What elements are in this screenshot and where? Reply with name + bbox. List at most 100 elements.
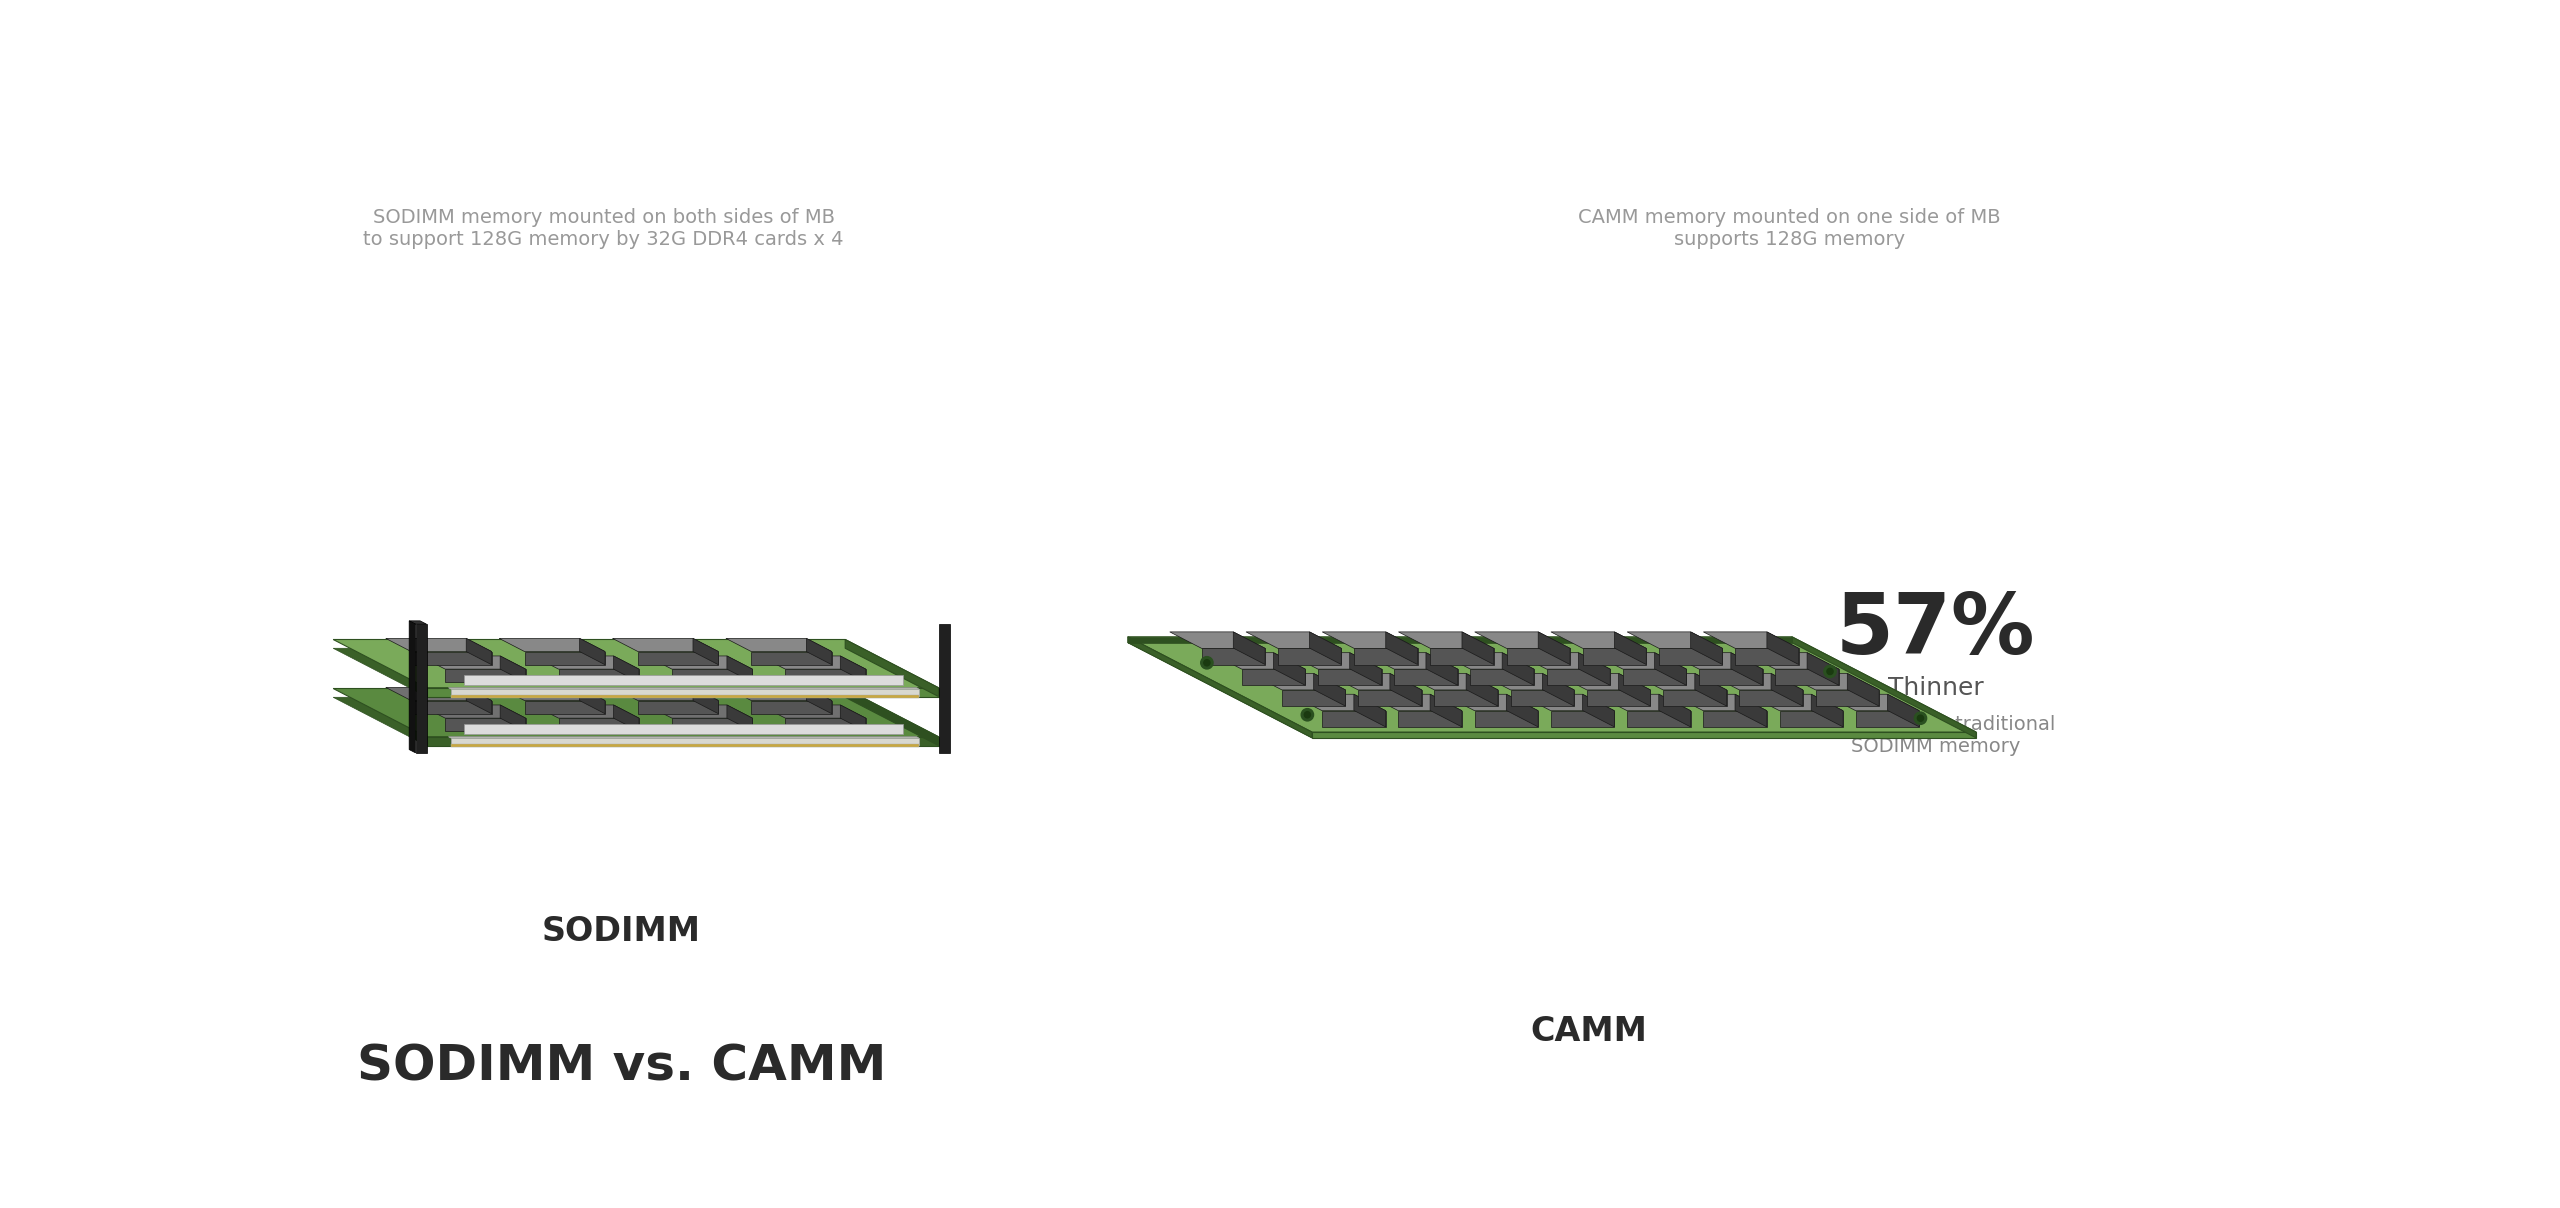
- Polygon shape: [1592, 652, 1687, 669]
- Polygon shape: [333, 649, 940, 697]
- Polygon shape: [1398, 710, 1462, 727]
- Polygon shape: [612, 687, 719, 701]
- Polygon shape: [410, 621, 415, 753]
- Polygon shape: [410, 621, 428, 625]
- Polygon shape: [1395, 669, 1457, 685]
- Polygon shape: [1290, 695, 1385, 710]
- Polygon shape: [387, 687, 492, 701]
- Polygon shape: [499, 705, 525, 731]
- Polygon shape: [1321, 710, 1385, 727]
- Polygon shape: [840, 656, 865, 683]
- Polygon shape: [1702, 710, 1766, 727]
- Polygon shape: [648, 656, 753, 669]
- Polygon shape: [1615, 632, 1646, 664]
- Polygon shape: [760, 656, 865, 669]
- Polygon shape: [1690, 632, 1723, 664]
- Polygon shape: [1779, 710, 1843, 727]
- Polygon shape: [1318, 669, 1382, 685]
- Polygon shape: [1582, 695, 1615, 727]
- Polygon shape: [940, 625, 950, 753]
- Polygon shape: [532, 656, 640, 669]
- Polygon shape: [415, 625, 428, 753]
- Polygon shape: [412, 651, 492, 664]
- Polygon shape: [463, 724, 904, 733]
- Polygon shape: [333, 697, 940, 745]
- Polygon shape: [1823, 695, 1920, 710]
- Polygon shape: [1367, 695, 1462, 710]
- Polygon shape: [1475, 710, 1539, 727]
- Polygon shape: [428, 737, 940, 745]
- Polygon shape: [499, 687, 604, 701]
- Polygon shape: [1777, 669, 1838, 685]
- Polygon shape: [1628, 632, 1723, 649]
- Polygon shape: [1582, 649, 1646, 664]
- Circle shape: [1917, 715, 1923, 721]
- Polygon shape: [1503, 652, 1533, 685]
- Polygon shape: [1738, 690, 1802, 707]
- Polygon shape: [1313, 674, 1347, 707]
- Polygon shape: [1129, 637, 1976, 732]
- Polygon shape: [1672, 695, 1766, 710]
- Polygon shape: [387, 638, 492, 651]
- Polygon shape: [1285, 652, 1382, 669]
- Text: Comparing to traditional
SODIMM memory: Comparing to traditional SODIMM memory: [1815, 715, 2056, 756]
- Polygon shape: [1654, 652, 1687, 685]
- Polygon shape: [1539, 632, 1569, 664]
- Polygon shape: [1748, 695, 1843, 710]
- Polygon shape: [637, 651, 719, 664]
- Polygon shape: [1247, 632, 1341, 649]
- Circle shape: [1201, 657, 1213, 669]
- Polygon shape: [1664, 690, 1725, 707]
- Polygon shape: [1321, 632, 1418, 649]
- Circle shape: [1300, 709, 1313, 721]
- Polygon shape: [558, 669, 640, 683]
- Polygon shape: [333, 639, 940, 687]
- Polygon shape: [614, 656, 640, 683]
- Polygon shape: [451, 738, 919, 745]
- Polygon shape: [579, 687, 604, 714]
- Circle shape: [1915, 712, 1928, 725]
- Polygon shape: [525, 651, 604, 664]
- Polygon shape: [420, 705, 525, 718]
- Polygon shape: [499, 656, 525, 683]
- Polygon shape: [806, 687, 832, 714]
- Polygon shape: [532, 705, 640, 718]
- Polygon shape: [1708, 674, 1802, 690]
- Polygon shape: [694, 687, 719, 714]
- Polygon shape: [671, 669, 753, 683]
- Polygon shape: [727, 687, 832, 701]
- Polygon shape: [1807, 652, 1838, 685]
- Polygon shape: [1467, 674, 1498, 707]
- Polygon shape: [1434, 690, 1498, 707]
- Polygon shape: [1242, 669, 1306, 685]
- Polygon shape: [1580, 652, 1610, 685]
- Polygon shape: [1510, 690, 1574, 707]
- Polygon shape: [1659, 695, 1690, 727]
- Polygon shape: [1505, 649, 1569, 664]
- Polygon shape: [1249, 674, 1347, 690]
- Polygon shape: [1551, 632, 1646, 649]
- Polygon shape: [1431, 695, 1462, 727]
- Polygon shape: [1623, 669, 1687, 685]
- Polygon shape: [1554, 674, 1651, 690]
- Polygon shape: [1201, 649, 1265, 664]
- Polygon shape: [1475, 632, 1569, 649]
- Polygon shape: [1546, 669, 1610, 685]
- Polygon shape: [1792, 637, 1976, 738]
- Polygon shape: [466, 687, 492, 714]
- Polygon shape: [1480, 674, 1574, 690]
- Polygon shape: [1848, 674, 1879, 707]
- Polygon shape: [1426, 652, 1457, 685]
- Polygon shape: [1439, 652, 1533, 669]
- Polygon shape: [412, 701, 492, 714]
- Polygon shape: [445, 718, 525, 731]
- Polygon shape: [750, 651, 832, 664]
- Polygon shape: [671, 718, 753, 731]
- Polygon shape: [1731, 652, 1764, 685]
- Polygon shape: [1283, 690, 1347, 707]
- Polygon shape: [1772, 674, 1802, 707]
- Polygon shape: [1541, 674, 1574, 707]
- Text: 57%: 57%: [1836, 590, 2035, 670]
- Polygon shape: [1667, 652, 1764, 669]
- Polygon shape: [333, 689, 940, 737]
